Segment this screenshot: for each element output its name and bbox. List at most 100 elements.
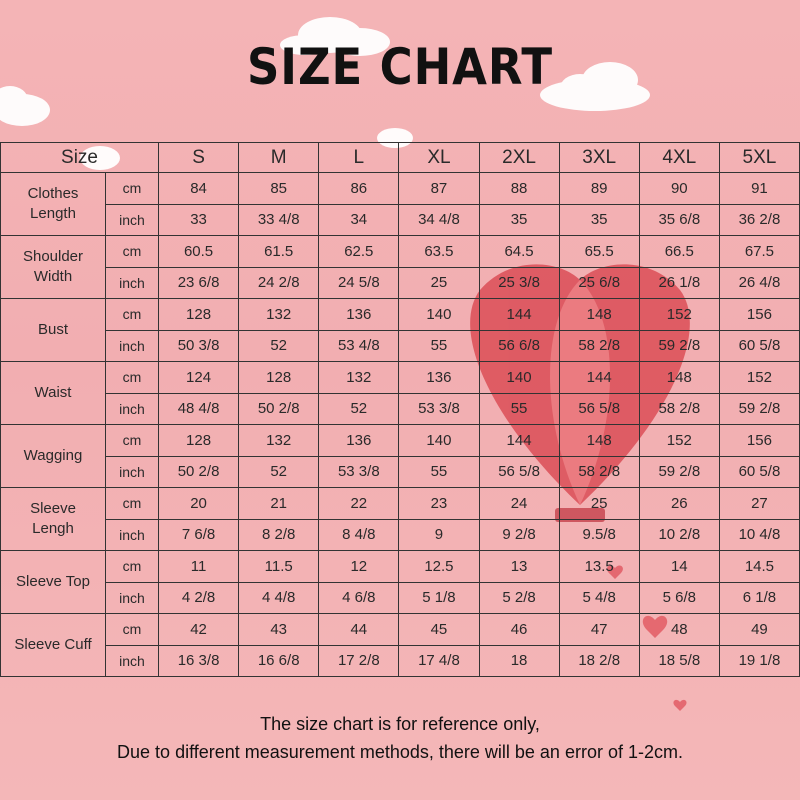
value-cell: 24 5/8 — [318, 266, 400, 299]
value-cell: 59 2/8 — [638, 329, 720, 362]
data-row: Sleeve Cuff cm 42 43 44 45 46 47 48 49 — [0, 613, 800, 677]
value-cell: 152 — [638, 298, 720, 331]
value-cell: 11 — [157, 550, 240, 583]
value-cell: 87 — [398, 172, 480, 205]
value-cell: 144 — [478, 424, 560, 457]
value-cell: 26 1/8 — [638, 266, 720, 299]
value-cell: 9.5/8 — [558, 518, 640, 551]
value-cell: 128 — [157, 298, 240, 331]
unit-cell: inch — [105, 392, 159, 425]
header-cell: L — [318, 142, 400, 173]
value-cell: 128 — [157, 424, 240, 457]
unit-cell: cm — [105, 361, 159, 394]
value-cell: 18 — [478, 644, 560, 677]
value-cell: 60.5 — [157, 235, 240, 268]
value-cell: 61.5 — [238, 235, 320, 268]
header-cell: XL — [398, 142, 480, 173]
measure-label: Sleeve Lengh — [0, 487, 106, 551]
value-cell: 148 — [558, 298, 640, 331]
value-cell: 53 3/8 — [318, 455, 400, 488]
unit-cell: inch — [105, 518, 159, 551]
data-row: inch 7 6/8 8 2/8 8 4/8 9 9 2/8 9.5/8 10 2/8 10 4… — [1, 518, 800, 551]
unit-cell: cm — [105, 424, 159, 457]
value-cell: 5 2/8 — [478, 581, 560, 614]
value-cell: 53 4/8 — [318, 329, 400, 362]
unit-cell: cm — [105, 172, 159, 205]
value-cell: 14 — [638, 550, 720, 583]
value-cell: 56 6/8 — [478, 329, 560, 362]
notes: The size chart is for reference only, Due… — [0, 710, 800, 766]
value-cell: 140 — [398, 424, 480, 457]
data-row: inch 23 6/8 24 2/8 24 5/8 25 25 3/8 25 6/8 26 1… — [1, 266, 800, 299]
header-cell: 4XL — [638, 142, 720, 173]
value-cell: 46 — [478, 613, 560, 646]
title: SIZE CHART — [246, 38, 554, 96]
note-line: The size chart is for reference only, — [260, 714, 540, 734]
value-cell: 55 — [398, 455, 480, 488]
data-row: Shoulder Width cm 60.5 61.5 62.5 63.5 64.5 65.5… — [0, 235, 800, 299]
header-cell: S — [157, 142, 240, 173]
value-cell: 13.5 — [558, 550, 640, 583]
data-row: Sleeve Top cm 11 11.5 12 12.5 13 13.5 14 14.5 — [0, 550, 800, 614]
header-cell: 5XL — [718, 142, 800, 173]
value-cell: 33 — [157, 203, 240, 236]
value-cell: 23 6/8 — [157, 266, 240, 299]
value-cell: 11.5 — [238, 550, 320, 583]
value-cell: 59 2/8 — [718, 392, 800, 425]
value-cell: 10 2/8 — [638, 518, 720, 551]
value-cell: 55 — [478, 392, 560, 425]
value-cell: 50 2/8 — [157, 455, 240, 488]
unit-cell: inch — [105, 203, 159, 236]
value-cell: 60 5/8 — [718, 455, 800, 488]
value-cell: 88 — [478, 172, 560, 205]
value-cell: 44 — [318, 613, 400, 646]
data-row: Waist cm 124 128 132 136 140 144 148 152 — [0, 361, 800, 425]
value-cell: 27 — [718, 487, 800, 520]
value-cell: 25 — [558, 487, 640, 520]
value-cell: 53 3/8 — [398, 392, 480, 425]
value-cell: 25 3/8 — [478, 266, 560, 299]
value-cell: 48 4/8 — [157, 392, 240, 425]
value-cell: 52 — [238, 455, 320, 488]
data-row: inch 4 2/8 4 4/8 4 6/8 5 1/8 5 2/8 5 4/8 5 6/8 6… — [1, 581, 800, 614]
value-cell: 24 — [478, 487, 560, 520]
value-cell: 52 — [318, 392, 400, 425]
value-cell: 152 — [718, 361, 800, 394]
data-row: Clothes Length cm 84 85 86 87 88 89 90 91 — [0, 172, 800, 236]
value-cell: 17 4/8 — [398, 644, 480, 677]
value-cell: 65.5 — [558, 235, 640, 268]
header-cell: Size — [0, 142, 159, 173]
header-cell: 3XL — [558, 142, 640, 173]
value-cell: 52 — [238, 329, 320, 362]
value-cell: 5 1/8 — [398, 581, 480, 614]
value-cell: 23 — [398, 487, 480, 520]
value-cell: 18 2/8 — [558, 644, 640, 677]
value-cell: 48 — [638, 613, 720, 646]
value-cell: 128 — [238, 361, 320, 394]
value-cell: 16 6/8 — [238, 644, 320, 677]
value-cell: 66.5 — [638, 235, 720, 268]
data-row: Bust cm 128 132 136 140 144 148 152 156 — [0, 298, 800, 362]
value-cell: 7 6/8 — [157, 518, 240, 551]
note-line: Due to different measurement methods, th… — [117, 742, 683, 762]
value-cell: 91 — [718, 172, 800, 205]
value-cell: 85 — [238, 172, 320, 205]
value-cell: 67.5 — [718, 235, 800, 268]
value-cell: 4 6/8 — [318, 581, 400, 614]
value-cell: 156 — [718, 298, 800, 331]
value-cell: 140 — [398, 298, 480, 331]
value-cell: 132 — [318, 361, 400, 394]
value-cell: 8 2/8 — [238, 518, 320, 551]
measure-label: Shoulder Width — [0, 235, 106, 299]
unit-cell: cm — [105, 550, 159, 583]
value-cell: 20 — [157, 487, 240, 520]
value-cell: 35 — [478, 203, 560, 236]
value-cell: 5 4/8 — [558, 581, 640, 614]
header-cell: 2XL — [478, 142, 560, 173]
value-cell: 26 4/8 — [718, 266, 800, 299]
value-cell: 33 4/8 — [238, 203, 320, 236]
value-cell: 35 — [558, 203, 640, 236]
data-row: Sleeve Lengh cm 20 21 22 23 24 25 26 27 — [0, 487, 800, 551]
measure-label: Sleeve Cuff — [0, 613, 106, 677]
value-cell: 148 — [638, 361, 720, 394]
